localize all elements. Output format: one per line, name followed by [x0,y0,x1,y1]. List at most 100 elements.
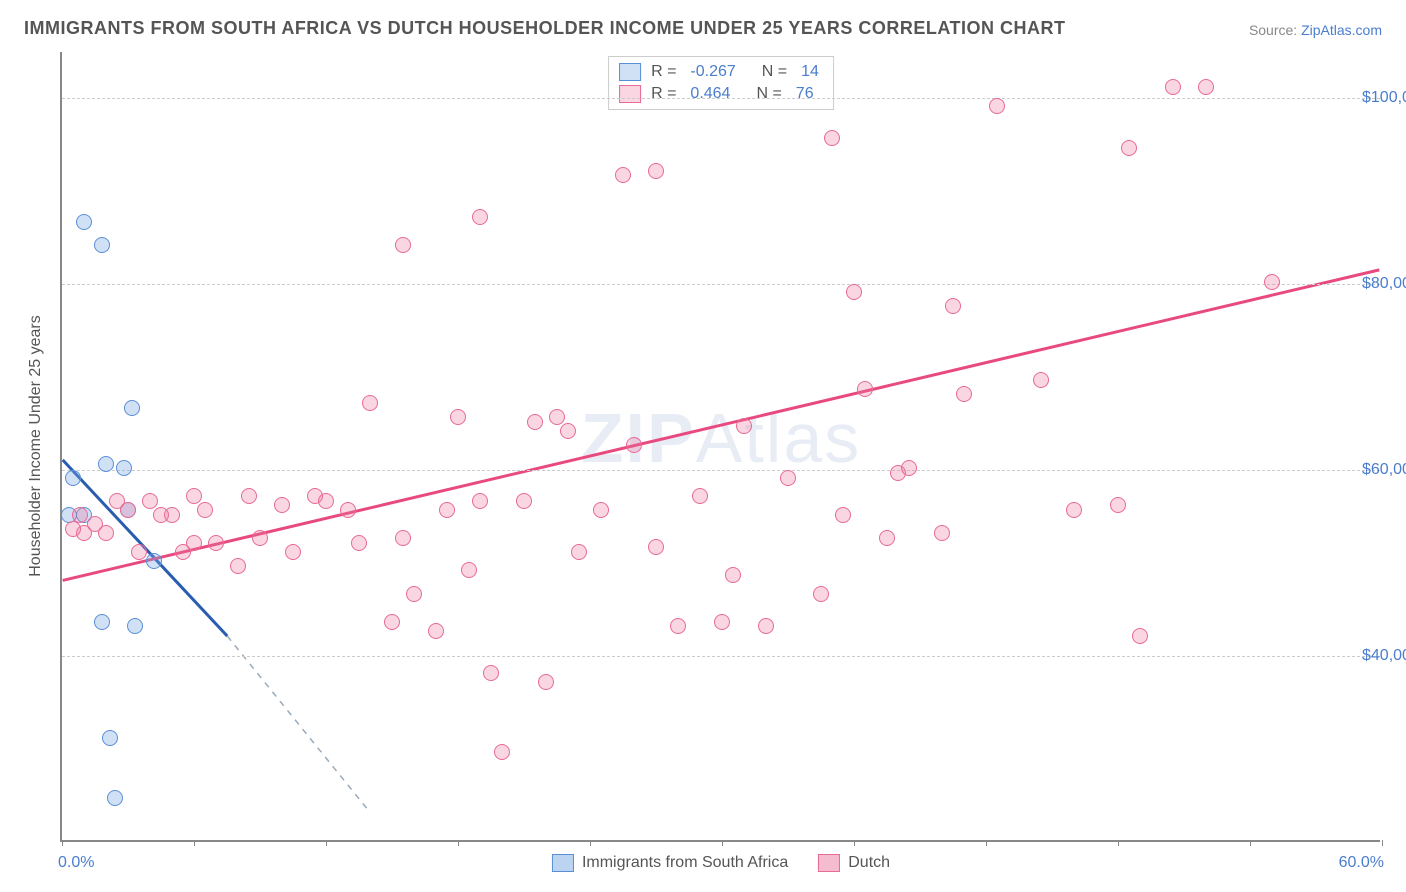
data-point [1066,502,1082,518]
data-point [934,525,950,541]
x-tick [194,840,195,846]
data-point [450,409,466,425]
data-point [274,497,290,513]
legend-r-label: R = [651,63,676,81]
legend-swatch [619,85,641,103]
data-point [472,493,488,509]
data-point [131,544,147,560]
data-point [1110,497,1126,513]
data-point [94,614,110,630]
x-tick [1250,840,1251,846]
x-tick [854,840,855,846]
legend-swatch [619,63,641,81]
data-point [72,507,88,523]
series-legend-label: Immigrants from South Africa [582,854,788,872]
chart-title: IMMIGRANTS FROM SOUTH AFRICA VS DUTCH HO… [24,18,1066,39]
data-point [124,400,140,416]
data-point [1165,79,1181,95]
y-tick-label: $40,000 [1362,647,1406,665]
data-point [439,502,455,518]
data-point [395,237,411,253]
data-point [461,562,477,578]
data-point [76,214,92,230]
data-point [736,418,752,434]
series-legend: Immigrants from South Africa Dutch [552,854,890,872]
data-point [65,470,81,486]
data-point [384,614,400,630]
source-prefix: Source: [1249,22,1301,38]
data-point [1198,79,1214,95]
data-point [340,502,356,518]
legend-row: R =-0.267N =14 [619,61,823,83]
legend-swatch [552,854,574,872]
legend-n-value: 14 [797,63,823,81]
data-point [989,98,1005,114]
data-point [351,535,367,551]
data-point [406,586,422,602]
legend-row: R =0.464N =76 [619,83,823,105]
data-point [824,130,840,146]
data-point [186,488,202,504]
correlation-legend: R =-0.267N =14R =0.464N =76 [608,56,834,110]
data-point [670,618,686,634]
data-point [98,456,114,472]
trend-lines-layer [62,52,1380,840]
data-point [956,386,972,402]
data-point [549,409,565,425]
gridline [62,284,1380,285]
data-point [648,539,664,555]
x-tick [326,840,327,846]
data-point [483,665,499,681]
data-point [87,516,103,532]
plot-area: ZIPAtlas R =-0.267N =14R =0.464N =76 0.0… [60,52,1380,842]
data-point [428,623,444,639]
gridline [62,656,1380,657]
watermark-light: Atlas [696,399,862,477]
x-tick [1382,840,1383,846]
y-tick-label: $60,000 [1362,461,1406,479]
data-point [813,586,829,602]
data-point [153,507,169,523]
data-point [107,790,123,806]
data-point [241,488,257,504]
data-point [208,535,224,551]
x-max-label: 60.0% [1339,854,1384,872]
data-point [1033,372,1049,388]
source-link[interactable]: ZipAtlas.com [1301,22,1382,38]
data-point [362,395,378,411]
data-point [252,530,268,546]
data-point [538,674,554,690]
gridline [62,98,1380,99]
data-point [94,237,110,253]
data-point [846,284,862,300]
data-point [230,558,246,574]
source-attribution: Source: ZipAtlas.com [1249,22,1382,38]
y-axis-label: Householder Income Under 25 years [27,315,45,576]
legend-n-label: N = [762,63,787,81]
data-point [146,553,162,569]
data-point [1132,628,1148,644]
data-point [65,521,81,537]
x-tick [590,840,591,846]
legend-r-label: R = [651,85,676,103]
x-tick [986,840,987,846]
data-point [725,567,741,583]
data-point [648,163,664,179]
data-point [527,414,543,430]
data-point [116,460,132,476]
data-point [186,535,202,551]
y-tick-label: $100,000 [1362,89,1406,107]
data-point [102,730,118,746]
series-legend-item: Dutch [818,854,890,872]
data-point [626,437,642,453]
data-point [395,530,411,546]
data-point [901,460,917,476]
data-point [472,209,488,225]
data-point [571,544,587,560]
x-tick [722,840,723,846]
x-tick [62,840,63,846]
gridline [62,470,1380,471]
data-point [109,493,125,509]
data-point [758,618,774,634]
data-point [285,544,301,560]
